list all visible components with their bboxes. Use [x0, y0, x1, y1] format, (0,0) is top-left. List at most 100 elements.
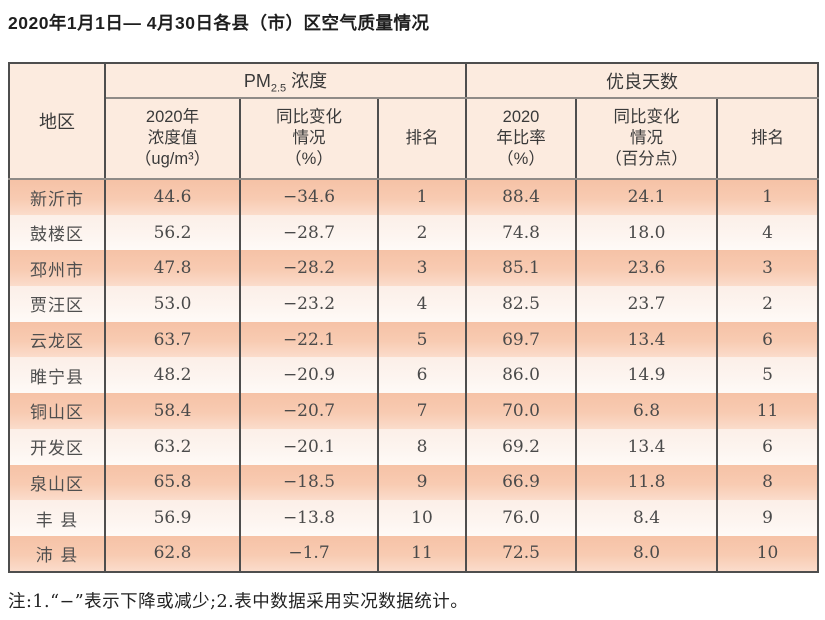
table-row: 云龙区 63.7 −22.1 5 69.7 13.4 6: [8, 321, 820, 358]
table-row: 邳州市 47.8 −28.2 3 85.1 23.6 3: [8, 250, 820, 287]
good-rank-cell: 6: [715, 321, 820, 358]
pm-rank-cell: 1: [377, 179, 467, 215]
column-header-good-ratio: 2020 年比率 （%）: [465, 98, 577, 180]
good-ratio-cell: 69.7: [465, 321, 577, 358]
pm-rank-cell: 2: [377, 214, 467, 251]
good-ratio-cell: 66.9: [465, 464, 577, 501]
region-cell: 新沂市: [8, 179, 106, 215]
table-header: 地区 PM2.5 浓度 优良天数 2020年 浓度值 （ug/m³） 同比变化 …: [8, 63, 820, 180]
table-row: 贾汪区 53.0 −23.2 4 82.5 23.7 2: [8, 286, 820, 322]
good-change-cell: 23.6: [575, 250, 718, 287]
good-rank-cell: 5: [715, 357, 820, 394]
pm-label-suffix: 浓度: [286, 70, 328, 91]
good-change-cell: 6.8: [575, 393, 718, 429]
pm-change-cell: −22.1: [239, 321, 379, 358]
good-ratio-cell: 88.4: [465, 179, 577, 215]
table-row: 沛 县 62.8 −1.7 11 72.5 8.0 10: [8, 535, 820, 572]
region-cell: 睢宁县: [8, 357, 106, 394]
good-rank-cell: 3: [715, 250, 820, 287]
page-title: 2020年1月1日— 4月30日各县（市）区空气质量情况: [8, 13, 430, 33]
pm-change-cell: −20.1: [239, 428, 379, 465]
good-change-cell: 13.4: [575, 428, 718, 465]
good-ratio-cell: 69.2: [465, 428, 577, 465]
column-header-good-rank: 排名: [715, 98, 820, 180]
table-row: 铜山区 58.4 −20.7 7 70.0 6.8 11: [8, 393, 820, 429]
good-ratio-cell: 70.0: [465, 393, 577, 429]
pm-value-cell: 58.4: [104, 393, 241, 429]
good-ratio-cell: 85.1: [465, 250, 577, 287]
good-ratio-cell: 74.8: [465, 214, 577, 251]
good-rank-cell: 8: [715, 464, 820, 501]
sub-header-row: 2020年 浓度值 （ug/m³） 同比变化 情况 （%） 排名 2020 年比…: [9, 98, 820, 180]
pm-rank-cell: 7: [377, 393, 467, 429]
pm-rank-cell: 5: [377, 321, 467, 358]
good-ratio-cell: 76.0: [465, 500, 577, 536]
pm-change-cell: −23.2: [239, 286, 379, 322]
table-body: 新沂市 44.6 −34.6 1 88.4 24.1 1 鼓楼区 56.2 −2…: [8, 179, 820, 572]
pm-value-cell: 48.2: [104, 357, 241, 394]
good-rank-cell: 4: [715, 214, 820, 251]
pm-rank-cell: 8: [377, 428, 467, 465]
good-rank-cell: 1: [715, 179, 820, 215]
pm-value-cell: 56.2: [104, 214, 241, 251]
table-row: 新沂市 44.6 −34.6 1 88.4 24.1 1: [8, 179, 820, 215]
good-rank-cell: 10: [715, 535, 820, 572]
column-header-pm-change: 同比变化 情况 （%）: [239, 98, 379, 180]
table-row: 丰 县 56.9 −13.8 10 76.0 8.4 9: [8, 500, 820, 536]
column-group-pm25: PM2.5 浓度: [104, 63, 467, 99]
pm-value-cell: 63.2: [104, 428, 241, 465]
region-cell: 铜山区: [8, 393, 106, 429]
region-cell: 丰 县: [8, 500, 106, 536]
region-cell: 贾汪区: [8, 286, 106, 322]
good-ratio-cell: 82.5: [465, 286, 577, 322]
pm-change-cell: −18.5: [239, 464, 379, 501]
good-rank-cell: 6: [715, 428, 820, 465]
group-header-row: 地区 PM2.5 浓度 优良天数: [8, 63, 820, 180]
column-header-good-change: 同比变化 情况 （百分点）: [575, 98, 718, 180]
pm-rank-cell: 11: [377, 535, 467, 572]
region-cell: 云龙区: [8, 321, 106, 358]
good-change-cell: 8.0: [575, 535, 718, 572]
pm-value-cell: 56.9: [104, 500, 241, 536]
region-cell: 开发区: [8, 428, 106, 465]
pm-label-prefix: PM: [243, 70, 271, 91]
pm-rank-cell: 9: [377, 464, 467, 501]
footnote: 注:1.“−”表示下降或减少;2.表中数据采用实况数据统计。: [8, 592, 469, 612]
table-row: 睢宁县 48.2 −20.9 6 86.0 14.9 5: [8, 357, 820, 394]
pm-change-cell: −20.9: [239, 357, 379, 394]
pm-change-cell: −34.6: [239, 179, 379, 215]
column-header-pm-rank: 排名: [377, 98, 467, 180]
pm-change-cell: −28.2: [239, 250, 379, 287]
pm-change-cell: −20.7: [239, 393, 379, 429]
region-cell: 沛 县: [8, 535, 106, 572]
pm-change-cell: −28.7: [239, 214, 379, 251]
good-rank-cell: 11: [715, 393, 820, 429]
pm-value-cell: 53.0: [104, 286, 241, 322]
pm-value-cell: 44.6: [104, 179, 241, 215]
column-header-region: 地区: [8, 63, 106, 180]
good-change-cell: 18.0: [575, 214, 718, 251]
column-group-good-days: 优良天数: [464, 63, 820, 99]
region-cell: 邳州市: [8, 250, 106, 287]
pm-change-cell: −1.7: [239, 535, 379, 572]
table-row: 鼓楼区 56.2 −28.7 2 74.8 18.0 4: [8, 214, 820, 251]
pm-rank-cell: 4: [377, 286, 467, 322]
pm-value-cell: 63.7: [104, 321, 241, 358]
pm-label-subscript: 2.5: [270, 82, 287, 95]
table-row: 开发区 63.2 −20.1 8 69.2 13.4 6: [8, 428, 820, 465]
good-change-cell: 24.1: [575, 179, 718, 215]
pm-value-cell: 65.8: [104, 464, 241, 501]
good-change-cell: 13.4: [575, 321, 718, 358]
pm-rank-cell: 3: [377, 250, 467, 287]
good-ratio-cell: 86.0: [465, 357, 577, 394]
good-change-cell: 14.9: [575, 357, 718, 394]
air-quality-table: 地区 PM2.5 浓度 优良天数 2020年 浓度值 （ug/m³） 同比变化 …: [8, 62, 820, 573]
region-cell: 鼓楼区: [8, 214, 106, 251]
region-cell: 泉山区: [8, 464, 106, 501]
pm-rank-cell: 10: [377, 500, 467, 536]
good-change-cell: 23.7: [575, 286, 718, 322]
pm-change-cell: −13.8: [239, 500, 379, 536]
good-change-cell: 11.8: [575, 464, 718, 501]
good-rank-cell: 9: [715, 500, 820, 536]
column-header-pm-value: 2020年 浓度值 （ug/m³）: [104, 98, 241, 180]
